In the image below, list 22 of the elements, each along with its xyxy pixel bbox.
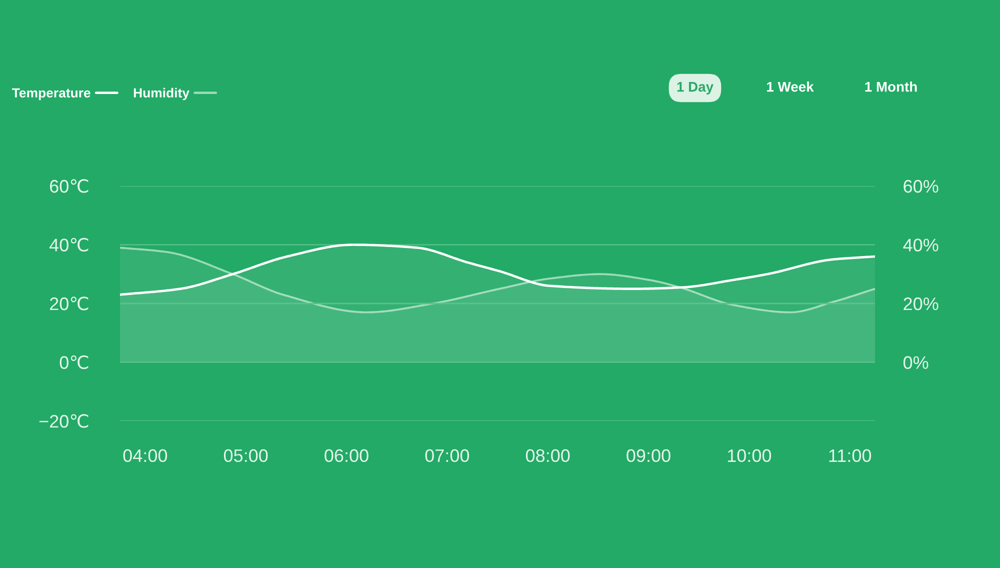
- text: 1 Month: [865, 82, 917, 92]
- y2-tick-label: 20%: [904, 297, 938, 310]
- x-tick-label: 09:00: [626, 449, 670, 462]
- y-tick-label: 40℃: [50, 238, 88, 252]
- x-tick-label: 10:00: [728, 449, 772, 462]
- x-tick-label: 08:00: [526, 449, 570, 462]
- y-tick-label: 0℃: [60, 355, 88, 370]
- y-tick-label: −20℃: [39, 414, 88, 428]
- x-tick-label: 04:00: [123, 449, 168, 462]
- y-tick-label: 20℃: [50, 296, 88, 310]
- y2-tick-label: 0%: [903, 356, 928, 369]
- x-tick-label: 05:00: [224, 449, 268, 462]
- legend-label: Temperature: [12, 88, 90, 100]
- legend-label: Humidity: [134, 88, 190, 100]
- y2-tick-label: 40%: [903, 238, 938, 252]
- x-tick-label: 11:00: [829, 449, 872, 462]
- text: 1 Day: [677, 82, 714, 94]
- x-tick-label: 07:00: [425, 449, 470, 462]
- x-tick-label: 06:00: [324, 449, 368, 462]
- text: 1 Week: [767, 82, 814, 92]
- y2-tick-label: 60%: [904, 180, 938, 193]
- y-tick-label: 60℃: [50, 179, 88, 193]
